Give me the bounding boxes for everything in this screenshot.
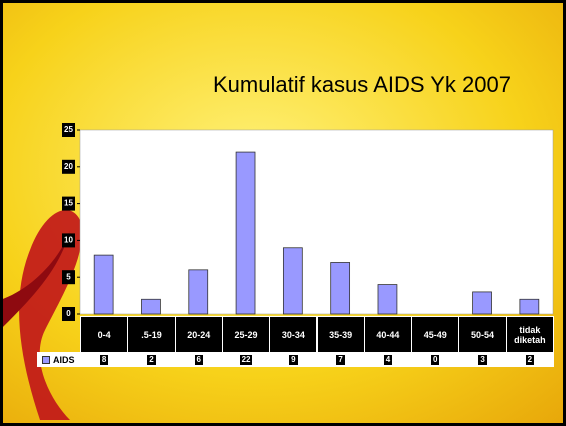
y-tick-label: 10 — [64, 236, 73, 245]
y-tick-label: 25 — [64, 125, 73, 134]
x-tick-label: 20-24 — [174, 316, 223, 353]
value-cell: 0 — [411, 352, 460, 367]
value-label: 2 — [525, 354, 535, 365]
bar — [188, 269, 209, 315]
value-label: 9 — [289, 354, 298, 365]
legend-cell: AIDS — [37, 352, 81, 367]
x-tick-label: 45-49 — [411, 316, 460, 353]
value-label: 7 — [336, 354, 345, 365]
value-cell: 9 — [269, 352, 318, 367]
bar — [235, 151, 256, 315]
value-label: 4 — [383, 354, 393, 365]
x-tick-label: 0-4 — [80, 316, 129, 353]
value-label: 2 — [147, 354, 156, 365]
chart-title: Kumulatif kasus AIDS Yk 2007 — [213, 72, 511, 97]
y-tick-label: 0 — [66, 309, 71, 318]
y-tick-box — [62, 270, 75, 285]
bar — [93, 254, 114, 315]
value-label: 0 — [431, 354, 440, 365]
bar — [141, 298, 161, 315]
legend-swatch — [42, 355, 50, 364]
value-cell: 2 — [505, 352, 554, 367]
y-tick-box — [62, 159, 75, 174]
value-cell: 6 — [174, 352, 223, 367]
value-label: 3 — [478, 354, 487, 365]
bar — [282, 247, 303, 315]
y-tick-box — [62, 196, 75, 211]
x-tick-label: 50-54 — [458, 316, 507, 353]
x-tick-label: 35-39 — [316, 316, 365, 353]
value-cell: 8 — [80, 352, 129, 367]
value-cell: 3 — [458, 352, 507, 367]
x-tick-label: 40-44 — [363, 316, 413, 353]
x-tick-label: 25-29 — [221, 316, 271, 353]
x-tick-label: 30-34 — [269, 316, 318, 353]
bar — [519, 298, 540, 315]
value-cell: 4 — [363, 352, 413, 367]
value-label: 8 — [99, 354, 109, 365]
plot-area — [79, 129, 554, 315]
y-tick-label: 5 — [66, 272, 71, 281]
bar — [330, 262, 351, 315]
bar — [377, 284, 398, 315]
value-cell: 2 — [127, 352, 176, 367]
value-label: 22 — [239, 354, 253, 365]
y-tick-box — [62, 307, 75, 321]
x-tick-label: .5-19 — [127, 316, 176, 353]
ribbon-shadow — [0, 230, 70, 330]
x-tick-label: tidak diketah — [505, 316, 554, 353]
bar — [472, 291, 492, 315]
legend-label: AIDS — [53, 354, 75, 365]
y-tick-box — [62, 233, 75, 248]
y-tick-box — [62, 123, 75, 137]
value-cell: 22 — [221, 352, 271, 367]
value-cell: 7 — [316, 352, 365, 367]
y-tick-label: 20 — [64, 162, 73, 171]
value-label: 6 — [194, 354, 203, 365]
y-tick-label: 15 — [64, 199, 73, 208]
ribbon — [19, 210, 82, 420]
